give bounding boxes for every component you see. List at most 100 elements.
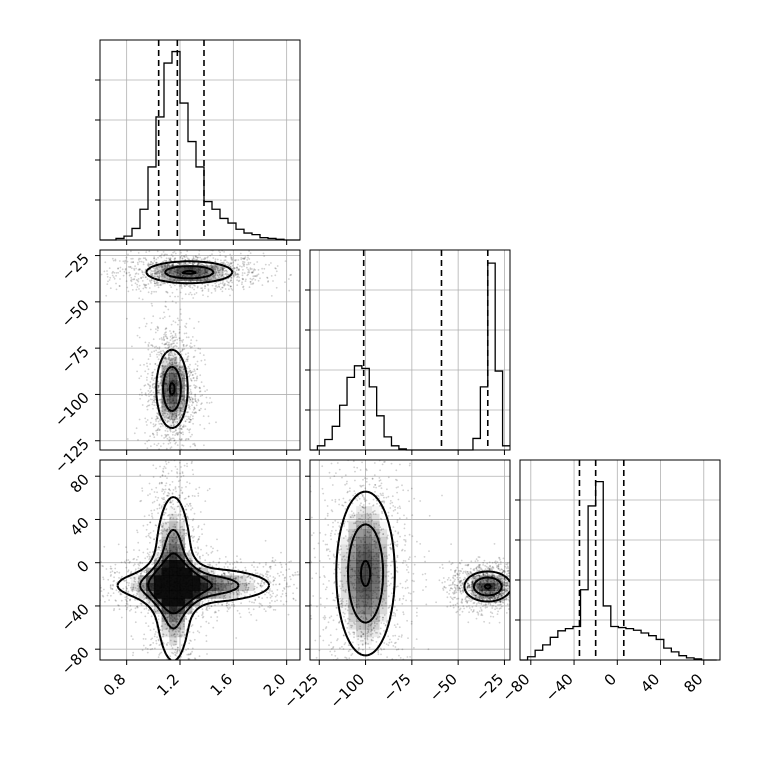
scatter-point [229,592,232,595]
scatter-point [191,258,194,261]
scatter-point [250,283,253,285]
scatter-point [166,341,169,344]
scatter-point [177,275,180,277]
scatter-point [269,602,271,604]
scatter-point [169,500,172,503]
scatter-point [224,586,227,589]
scatter-point [178,367,181,370]
scatter-point [166,412,169,415]
scatter-point [213,264,216,267]
scatter-point [213,611,216,614]
scatter-point [132,564,135,567]
scatter-point [163,416,166,419]
scatter-point [241,278,244,281]
scatter-point [191,374,194,376]
scatter-point [243,257,246,260]
scatter-point [112,580,115,583]
scatter-point [168,259,171,262]
scatter-point [186,451,188,453]
scatter-point [173,625,175,628]
scatter-point [198,655,201,658]
scatter-point [144,286,147,289]
scatter-point [158,347,161,350]
scatter-point [201,454,203,456]
scatter-point [183,348,186,350]
scatter-point [222,267,224,270]
scatter-point [151,393,153,396]
scatter-point [180,621,183,624]
scatter-point [191,404,193,406]
scatter-point [132,261,134,264]
scatter-point [186,356,189,359]
scatter-point [153,260,156,262]
scatter-point [166,376,168,379]
scatter-point [178,417,181,419]
scatter-point [150,270,153,272]
scatter-point [209,397,212,399]
scatter-point [288,289,291,292]
scatter-point [251,601,253,604]
scatter-point [177,368,180,371]
scatter-point [183,374,185,377]
scatter-point [267,606,270,608]
scatter-point [151,272,154,275]
scatter-point [152,530,155,532]
scatter-point [156,491,159,494]
scatter-point [230,575,233,577]
scatter-point [179,531,182,534]
scatter-point [151,512,153,515]
scatter-point [251,271,253,274]
scatter-point [167,354,170,356]
scatter-point [162,268,165,271]
scatter-point [172,406,175,409]
scatter-point [162,442,165,445]
scatter-point [274,274,277,277]
scatter-point [169,483,171,486]
scatter-point [182,619,184,621]
scatter-point [145,251,148,254]
scatter-point [148,387,151,390]
scatter-point [161,353,163,356]
scatter-point [125,280,128,282]
scatter-point [200,664,202,666]
scatter-point [155,429,158,432]
scatter-point [155,261,158,264]
scatter-point [144,283,146,286]
scatter-point [167,417,170,419]
scatter-point [137,263,139,266]
scatter-point [192,518,195,520]
scatter-point [164,356,167,359]
scatter-point [180,424,182,427]
density-cell [154,388,162,396]
scatter-point [148,263,151,266]
scatter-point [227,582,230,585]
scatter-point [157,496,160,499]
scatter-point [184,396,187,399]
scatter-point [182,537,185,540]
scatter-point [198,386,201,389]
scatter-point [185,532,187,535]
scatter-point [163,268,166,271]
scatter-point [273,561,275,563]
scatter-point [132,558,135,561]
scatter-point [149,381,152,383]
scatter-point [177,614,180,617]
scatter-point [190,342,192,345]
scatter-point [177,674,179,676]
scatter-point [173,439,176,441]
scatter-point [183,263,186,266]
scatter-point [207,571,210,574]
scatter-point [129,604,132,607]
scatter-point [166,399,168,401]
scatter-point [180,475,183,478]
scatter-point [182,625,185,628]
scatter-point [163,274,165,276]
scatter-point [169,418,172,421]
scatter-point [175,441,177,444]
scatter-point [157,552,160,554]
scatter-point [178,285,181,287]
scatter-point [242,268,244,271]
scatter-point [182,529,185,531]
scatter-point [163,511,166,514]
scatter-point [181,402,184,404]
